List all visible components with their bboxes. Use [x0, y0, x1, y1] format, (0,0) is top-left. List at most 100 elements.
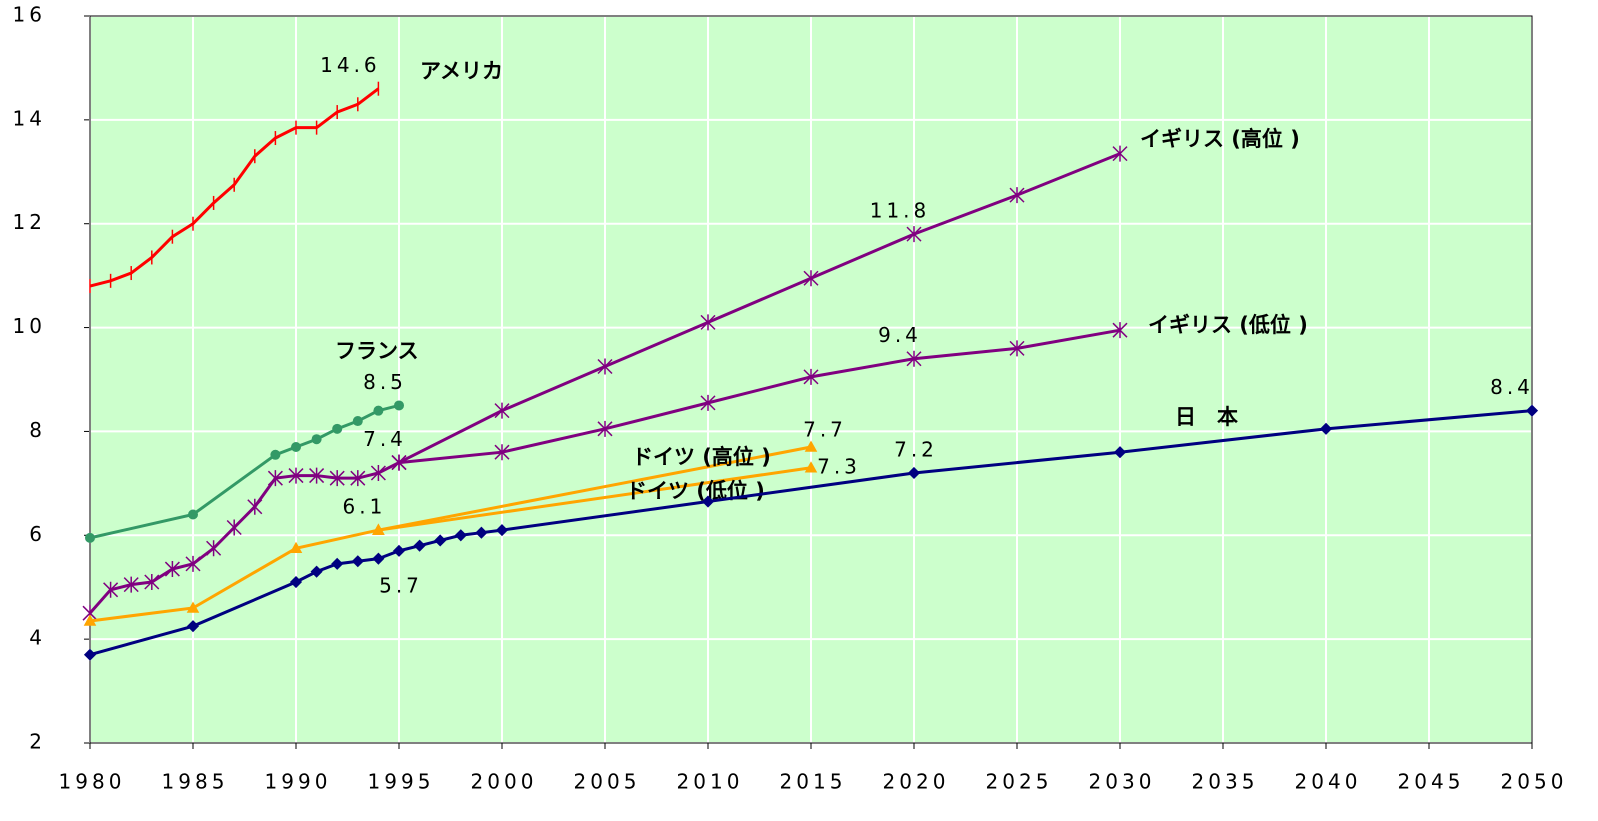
marker	[267, 470, 283, 487]
marker	[597, 358, 613, 375]
y-tick-label: 8	[29, 418, 46, 442]
marker	[803, 368, 819, 385]
marker	[331, 557, 344, 570]
value-label: 7.3	[817, 454, 861, 478]
marker	[700, 314, 716, 331]
value-label: 11.8	[870, 199, 931, 223]
marker	[804, 461, 818, 473]
marker	[311, 434, 322, 445]
y-tick-label: 12	[13, 210, 46, 234]
marker	[1112, 145, 1128, 162]
x-tick-label: 2010	[677, 770, 744, 794]
value-label: 7.4	[363, 427, 407, 451]
marker	[372, 552, 385, 565]
marker	[454, 529, 467, 542]
marker	[907, 466, 921, 480]
marker	[103, 581, 119, 598]
marker	[164, 561, 180, 578]
marker	[1319, 422, 1333, 435]
marker	[329, 470, 345, 487]
x-tick-label: 2045	[1398, 770, 1465, 794]
marker	[144, 574, 160, 591]
marker	[1009, 340, 1025, 357]
marker	[701, 495, 715, 508]
x-tick-label: 2040	[1295, 770, 1362, 794]
x-tick-label: 2035	[1192, 770, 1259, 794]
marker	[291, 442, 301, 453]
marker	[394, 400, 404, 411]
marker	[1113, 446, 1127, 459]
value-label: 6.1	[342, 495, 386, 519]
marker	[123, 576, 139, 593]
series-name: ドイツ (低位 )	[626, 479, 765, 503]
marker	[413, 539, 426, 552]
marker	[310, 565, 323, 578]
marker	[186, 601, 200, 613]
marker	[700, 394, 716, 411]
marker	[391, 454, 407, 471]
marker	[372, 523, 385, 535]
marker	[288, 467, 304, 484]
marker	[352, 416, 363, 427]
x-tick-label: 1980	[59, 770, 126, 794]
marker	[226, 519, 242, 536]
value-label: 8.5	[363, 370, 407, 394]
series-name: ドイツ (高位 )	[632, 445, 771, 469]
y-tick-label: 10	[13, 314, 46, 338]
marker	[475, 526, 488, 539]
marker	[494, 402, 510, 419]
marker	[206, 540, 222, 557]
marker	[495, 524, 509, 537]
marker	[186, 620, 200, 633]
marker	[373, 405, 384, 416]
marker	[350, 470, 366, 487]
x-tick-label: 2000	[471, 770, 538, 794]
marker	[188, 509, 198, 520]
x-tick-label: 1985	[162, 770, 229, 794]
marker	[494, 444, 510, 461]
series-line	[378, 466, 812, 532]
x-tick-label: 2050	[1501, 770, 1568, 794]
value-label: 7.7	[803, 418, 847, 442]
marker	[1009, 187, 1025, 204]
y-tick-label: 14	[13, 106, 46, 130]
x-tick-label: 1990	[265, 770, 332, 794]
series-name: 日 本	[1175, 405, 1238, 429]
marker	[392, 544, 406, 557]
value-label: 9.4	[878, 323, 922, 347]
marker	[85, 532, 95, 543]
series-name: アメリカ	[420, 59, 503, 83]
marker	[597, 420, 613, 437]
y-tick-label: 4	[29, 626, 46, 650]
marker	[1112, 322, 1128, 339]
marker	[1525, 404, 1539, 417]
x-tick-label: 2030	[1089, 770, 1156, 794]
marker	[247, 498, 263, 515]
marker	[804, 440, 818, 452]
series-name: イギリス (高位 )	[1140, 127, 1300, 151]
y-tick-label: 6	[29, 522, 46, 546]
marker	[332, 423, 343, 434]
series-line	[398, 328, 1121, 465]
value-label: 8.4	[1490, 375, 1534, 399]
marker	[434, 534, 447, 547]
x-tick-label: 2020	[883, 770, 950, 794]
series-name: フランス	[335, 339, 419, 363]
value-label: 14.6	[320, 53, 381, 77]
marker	[83, 614, 97, 626]
plot-border	[89, 15, 1533, 744]
value-label: 5.7	[379, 573, 423, 597]
marker	[906, 226, 922, 243]
x-tick-label: 2025	[986, 770, 1053, 794]
marker	[270, 449, 281, 460]
marker	[803, 270, 819, 287]
x-tick-label: 2005	[574, 770, 641, 794]
marker	[906, 350, 922, 367]
marker	[370, 464, 386, 481]
x-tick-label: 1995	[368, 770, 435, 794]
marker	[289, 541, 303, 554]
marker	[309, 467, 325, 484]
y-tick-label: 2	[29, 730, 46, 754]
